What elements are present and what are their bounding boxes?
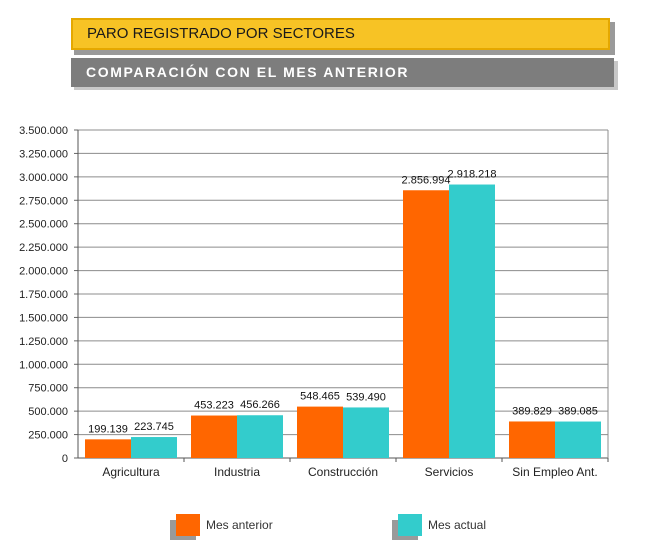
bar	[403, 190, 449, 458]
chart-subtitle: COMPARACIÓN CON EL MES ANTERIOR	[71, 58, 614, 87]
data-label: 539.490	[346, 391, 386, 403]
y-tick-label: 1.500.000	[19, 312, 68, 324]
chart-title: PARO REGISTRADO POR SECTORES	[71, 18, 610, 50]
bar	[131, 437, 177, 458]
y-tick-label: 250.000	[28, 430, 68, 442]
x-tick-label: Industria	[214, 465, 260, 479]
y-tick-label: 3.500.000	[19, 125, 68, 137]
data-label: 389.829	[512, 405, 552, 417]
bar	[297, 406, 343, 458]
bar	[85, 439, 131, 458]
legend-swatch-mes-actual	[398, 514, 422, 536]
bar	[449, 184, 495, 458]
bar	[555, 421, 601, 458]
y-tick-label: 750.000	[28, 383, 68, 395]
data-label: 453.223	[194, 400, 234, 412]
y-tick-label: 2.750.000	[19, 195, 68, 207]
y-tick-label: 1.750.000	[19, 289, 68, 301]
data-label: 456.266	[240, 399, 280, 411]
y-tick-label: 3.250.000	[19, 148, 68, 160]
legend-item-mes-anterior: Mes anterior	[168, 510, 298, 550]
y-tick-label: 1.000.000	[19, 359, 68, 371]
x-tick-label: Servicios	[425, 465, 474, 479]
data-label: 199.139	[88, 423, 128, 435]
legend-label-mes-anterior: Mes anterior	[206, 518, 273, 532]
data-label: 548.465	[300, 391, 340, 403]
y-tick-label: 3.000.000	[19, 172, 68, 184]
y-tick-label: 500.000	[28, 406, 68, 418]
data-label: 389.085	[558, 406, 598, 418]
bar	[509, 421, 555, 458]
x-tick-label: Sin Empleo Ant.	[512, 465, 597, 479]
y-tick-label: 2.000.000	[19, 266, 68, 278]
legend-swatch-mes-anterior	[176, 514, 200, 536]
y-tick-label: 1.250.000	[19, 336, 68, 348]
data-label: 2.856.994	[402, 174, 451, 186]
bar	[343, 407, 389, 458]
x-tick-label: Construcción	[308, 465, 378, 479]
bar	[237, 415, 283, 458]
data-label: 2.918.218	[448, 169, 497, 181]
legend-label-mes-actual: Mes actual	[428, 518, 487, 532]
y-tick-label: 0	[62, 453, 68, 465]
bar	[191, 415, 237, 458]
x-tick-label: Agricultura	[102, 465, 160, 479]
legend-item-mes-actual: Mes actual	[392, 510, 522, 550]
y-tick-label: 2.500.000	[19, 219, 68, 231]
y-tick-label: 2.250.000	[19, 242, 68, 254]
data-label: 223.745	[134, 421, 174, 433]
